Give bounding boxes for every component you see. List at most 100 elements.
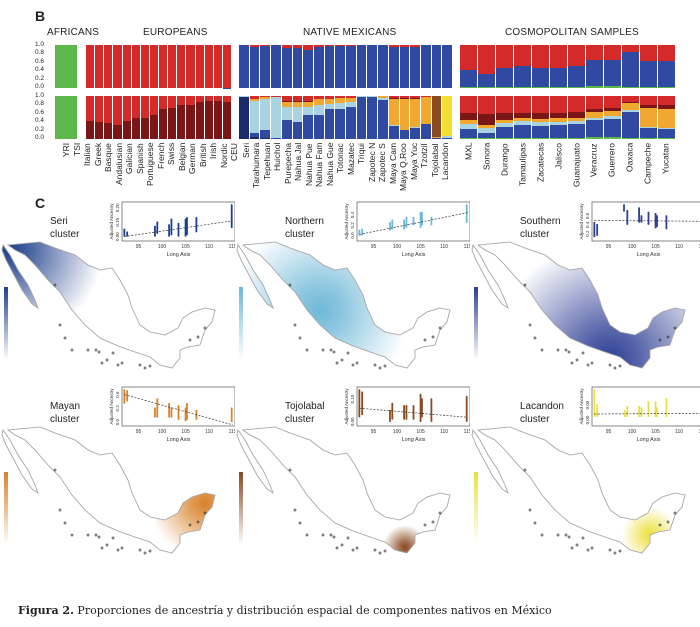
ancestry-bar	[622, 96, 639, 139]
ancestry-segment	[186, 96, 195, 105]
ancestry-segment	[292, 101, 303, 103]
ancestry-bar	[177, 96, 186, 139]
ancestry-segment	[399, 97, 410, 99]
sample-site-marker	[305, 533, 309, 537]
cluster-label: Tojolabal cluster	[285, 400, 324, 426]
ancestry-segment	[420, 123, 431, 139]
sample-site-marker	[564, 348, 568, 352]
inset-scatter-plot: 95 100 105 110 115 0.0 0.2 0.4 Long Axis Adjusted…	[344, 201, 470, 258]
ancestry-segment	[388, 98, 399, 100]
data-point	[403, 405, 405, 407]
ancestry-segment	[195, 102, 204, 139]
data-point	[195, 217, 198, 219]
ancestry-segment	[122, 45, 131, 88]
population-label: Oaxaca	[625, 143, 635, 173]
population-label: Seri	[240, 143, 251, 159]
ancestry-bar	[550, 45, 567, 88]
data-point	[230, 204, 233, 206]
ancestry-segment	[410, 47, 420, 88]
data-point	[361, 228, 364, 231]
ancestry-bar	[104, 45, 113, 88]
y-tick-label: 0.4	[350, 212, 355, 219]
cluster-label: Seri cluster	[50, 215, 79, 241]
ancestry-top-row	[55, 45, 77, 88]
data-point	[465, 204, 468, 206]
ancestry-bar	[281, 45, 292, 88]
ancestry-bar	[324, 96, 335, 139]
ancestry-segment	[658, 127, 675, 130]
x-tick-label: 110	[440, 429, 448, 435]
sample-site-marker	[581, 351, 585, 355]
ancestry-segment	[378, 98, 388, 101]
ancestry-segment	[410, 128, 420, 139]
ancestry-bar	[586, 45, 603, 88]
data-point	[156, 398, 159, 401]
y-tick-label: 0.6	[34, 57, 44, 65]
x-tick-label: 110	[675, 429, 683, 435]
mexico-map-region	[6, 241, 216, 369]
x-tick-label: 95	[371, 244, 377, 250]
ancestry-segment	[271, 137, 281, 139]
sample-site-marker	[340, 358, 344, 362]
ancestry-bar	[149, 96, 158, 139]
cluster-label: Mayan cluster	[50, 400, 80, 426]
cluster-map-lacandon: 95 100 105 110 115 0.00 0.05 Long Axis Adjusted …	[470, 385, 700, 570]
y-tick-label: 0.2	[350, 222, 355, 229]
ancestry-segment	[140, 96, 149, 118]
ancestry-segment	[442, 137, 453, 139]
population-label: CEU	[229, 143, 239, 161]
data-point	[596, 404, 599, 406]
data-point	[405, 405, 408, 407]
ancestry-bar	[514, 45, 531, 88]
ancestry-segment	[514, 96, 531, 114]
ancestry-bar	[249, 45, 260, 88]
color-scale-bar	[4, 287, 8, 360]
sample-site-marker	[423, 523, 427, 527]
x-tick-label: 95	[371, 429, 377, 435]
sample-site-marker	[116, 363, 120, 367]
ancestry-segment	[514, 118, 531, 122]
ancestry-segment	[550, 67, 567, 88]
sample-site-marker	[105, 358, 109, 362]
ancestry-segment	[303, 115, 313, 139]
sample-site-marker	[431, 520, 435, 524]
ancestry-segment	[324, 108, 335, 139]
ancestry-segment	[478, 124, 495, 129]
sample-site-marker	[575, 543, 579, 547]
ancestry-segment	[249, 46, 260, 88]
x-tick-label: 110	[205, 244, 213, 250]
x-axis-label: Long Axis	[167, 437, 191, 443]
ancestry-segment	[177, 96, 186, 106]
ancestry-bar	[410, 96, 420, 139]
ancestry-segment	[204, 101, 213, 139]
ancestry-segment	[410, 127, 420, 129]
cluster-suffix: cluster	[520, 414, 550, 425]
ancestry-bar	[303, 45, 313, 88]
sample-site-marker	[523, 283, 527, 287]
cluster-name: Northern	[285, 216, 324, 227]
data-point	[430, 216, 433, 219]
ancestry-segment	[460, 137, 477, 139]
ancestry-segment	[356, 96, 367, 97]
ancestry-segment	[410, 98, 420, 100]
population-label: Andalusian	[113, 143, 124, 186]
sample-site-marker	[329, 348, 333, 352]
data-point	[465, 395, 468, 398]
ancestry-segment	[442, 96, 453, 136]
sample-site-marker	[53, 283, 57, 287]
sample-site-marker	[116, 548, 120, 552]
ancestry-segment	[292, 96, 303, 102]
ancestry-segment	[420, 96, 431, 98]
ancestry-bar	[104, 96, 113, 139]
ancestry-segment	[260, 45, 271, 47]
ancestry-bar	[303, 96, 313, 139]
ancestry-bar	[177, 45, 186, 88]
data-point	[361, 391, 364, 394]
ancestry-segment	[177, 105, 186, 139]
x-axis-label: Long Axis	[637, 437, 661, 443]
population-label: Nordic	[218, 143, 229, 168]
y-tick-label: 0.2	[34, 74, 44, 82]
ancestry-segment	[658, 60, 675, 87]
sample-site-marker	[148, 364, 152, 368]
sample-site-marker	[346, 351, 350, 355]
